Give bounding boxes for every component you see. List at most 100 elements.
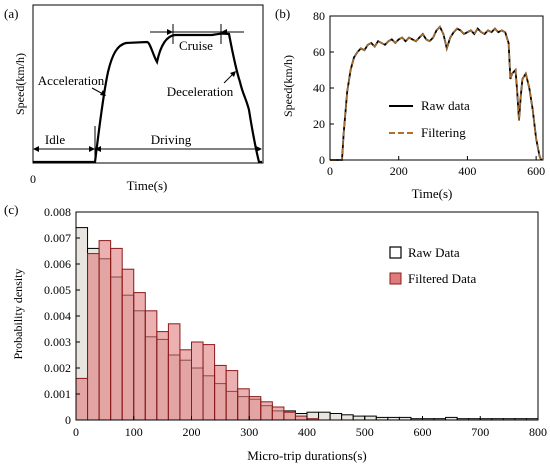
panel-b-xtick-label: 0: [327, 164, 333, 178]
panel-c-xtick-label: 100: [125, 425, 143, 439]
raw-data-bar: [352, 415, 366, 421]
series-raw-data-line: [330, 25, 543, 161]
legend-raw-data-swatch-c: [389, 246, 402, 259]
filtered-data-bar: [98, 240, 112, 421]
panel-a-speed-curve: [33, 32, 262, 164]
panel-c-legend: Raw Data Filtered Data: [389, 245, 476, 286]
raw-data-bar: [318, 411, 331, 421]
panel-c-ytick-label: 0.001: [44, 387, 71, 401]
filtered-data-bar: [179, 349, 192, 421]
acceleration-pointer: [91, 87, 104, 95]
panel-b: (b) Speed(km/h) Time(s) 0 20 40 60 80 0 200 40…: [275, 6, 545, 201]
panel-b-legend: Raw data Filtering: [389, 98, 470, 140]
panel-b-xlabel: Time(s): [412, 186, 453, 201]
panel-c-xtick-label: 800: [529, 425, 547, 439]
filtered-data-bar: [225, 370, 239, 421]
panel-a-ylabel: Speed(km/h): [13, 53, 27, 115]
panel-b-ytick-label: 20: [313, 117, 325, 131]
panel-b-xtick-label: 400: [458, 164, 476, 178]
legend-filtering-label: Filtering: [421, 125, 466, 140]
panel-b-ytick-label: 80: [313, 9, 325, 23]
filtered-data-bar: [283, 411, 296, 421]
panel-c-ytick-label: 0.003: [44, 335, 71, 349]
filtered-data-bar: [121, 268, 135, 421]
panel-c-x-ticks: 0 100 200 300 400 500 600 700 800: [73, 416, 547, 439]
annotation-idle: Idle: [45, 132, 65, 147]
series-filtered-data-bars: [75, 240, 320, 421]
panel-c-xtick-label: 200: [183, 425, 201, 439]
panel-b-frame: [329, 15, 544, 161]
filtered-data-bar: [191, 341, 204, 421]
filtered-data-bar: [156, 331, 169, 421]
panel-c-ytick-label: 0.004: [44, 309, 71, 323]
raw-data-bar: [364, 415, 377, 421]
panel-c-ytick-label: 0.005: [44, 283, 71, 297]
filtered-data-bar: [144, 310, 158, 421]
panel-b-ytick-label: 40: [313, 81, 325, 95]
panel-c-ytick-label: 0: [65, 413, 71, 427]
panel-c: (c) Probability density Micro-trip durat…: [4, 202, 547, 463]
panel-a-frame: [32, 4, 264, 164]
panel-c-ytick-label: 0.006: [44, 257, 71, 271]
annotation-cruise: Cruise: [179, 38, 213, 53]
raw-data-bar: [329, 413, 343, 421]
filtered-data-bar: [294, 415, 308, 421]
panel-c-y-ticks: 0 0.001 0.002 0.003 0.004 0.005 0.006 0.007 0.00…: [44, 205, 80, 427]
legend-filtered-data-swatch: [389, 272, 402, 285]
panel-b-ytick-label: 60: [313, 45, 325, 59]
idle-arrowhead-left: [33, 146, 39, 152]
filtered-data-bar: [271, 406, 285, 421]
filtered-data-bar: [202, 344, 216, 421]
driving-arrowhead-left: [95, 146, 101, 152]
panel-c-xtick-label: 300: [240, 425, 258, 439]
panel-a-xlabel: Time(s): [127, 178, 168, 193]
filtered-data-bar: [260, 401, 273, 421]
filtered-data-bar: [248, 396, 262, 421]
filtered-data-bar: [110, 247, 123, 421]
panel-c-xtick-label: 500: [356, 425, 374, 439]
panel-b-ytick-label: 0: [319, 153, 325, 167]
driving-arrowhead-right: [256, 146, 262, 152]
filtered-data-bar: [214, 364, 227, 421]
filtered-data-bar: [237, 388, 250, 421]
panel-c-frame: [75, 211, 539, 421]
legend-filtered-data-label: Filtered Data: [408, 271, 476, 286]
filtered-data-bar: [87, 253, 100, 421]
annotation-driving: Driving: [151, 132, 192, 147]
panel-c-xtick-label: 0: [73, 425, 79, 439]
panel-c-ylabel: Probability density: [11, 269, 25, 360]
panel-b-ylabel: Speed(km/h): [281, 55, 295, 117]
filtered-data-bar: [75, 377, 89, 421]
filtered-data-bar: [167, 323, 181, 421]
annotation-deceleration: Deceleration: [167, 84, 234, 99]
legend-raw-data-label-c: Raw Data: [408, 245, 460, 260]
panel-c-xtick-label: 700: [471, 425, 489, 439]
raw-data-bar: [341, 414, 354, 421]
panel-b-label: (b): [275, 6, 290, 21]
acceleration-pointer-head: [100, 90, 106, 96]
panel-a-label: (a): [4, 6, 18, 21]
cruise-arrowhead-right: [221, 29, 227, 35]
panel-c-ytick-label: 0.007: [44, 231, 71, 245]
deceleration-pointer-head: [230, 71, 236, 77]
annotation-acceleration: Acceleration: [38, 73, 105, 88]
panel-b-y-ticks: 0 20 40 60 80: [313, 9, 334, 167]
idle-arrowhead-right: [89, 146, 95, 152]
panel-c-xtick-label: 600: [414, 425, 432, 439]
panel-b-x-ticks: 0 200 400 600: [327, 156, 545, 178]
panel-c-label: (c): [4, 202, 18, 217]
panel-b-xtick-label: 600: [527, 164, 545, 178]
panel-a: (a) Speed(km/h) Time(s) 0 Idle Driving A…: [4, 4, 264, 193]
panel-c-xtick-label: 400: [298, 425, 316, 439]
deceleration-pointer: [223, 73, 234, 84]
panel-c-xlabel: Micro-trip durations(s): [247, 448, 367, 463]
legend-raw-data-label: Raw data: [421, 98, 470, 113]
filtered-data-bar: [133, 292, 146, 421]
panel-c-ytick-label: 0.008: [44, 205, 71, 219]
cruise-arrowhead-left: [167, 29, 173, 35]
panel-a-xtick: 0: [30, 172, 36, 186]
series-filtering-line: [330, 25, 542, 161]
panel-c-ytick-label: 0.002: [44, 361, 71, 375]
panel-b-xtick-label: 200: [390, 164, 408, 178]
